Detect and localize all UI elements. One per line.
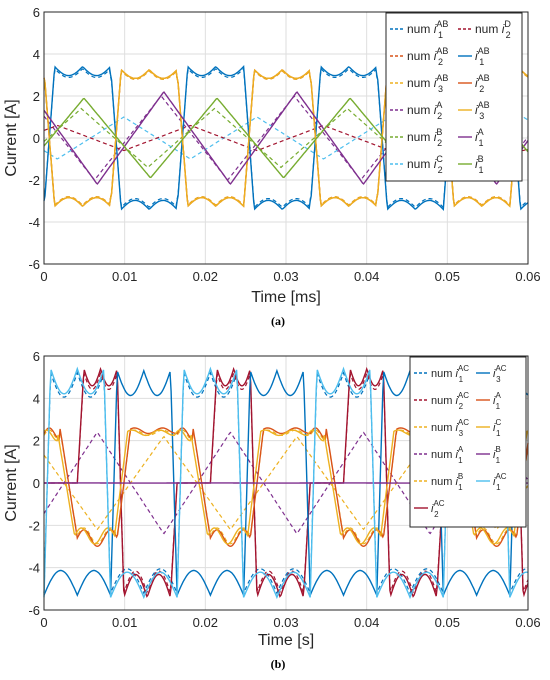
legend-item: iAC 3 xyxy=(476,364,507,384)
legend-item: num iB 2 xyxy=(390,127,442,148)
legend-item: iB 1 xyxy=(458,154,484,175)
legend-item: iA 1 xyxy=(458,127,484,148)
y-tick-label: 0 xyxy=(33,476,40,491)
legend-label: iAC 1 xyxy=(493,472,507,492)
legend: num iAB 1 num iAB 2 num iAB 3 num iA 2 num iB 2 nu… xyxy=(385,12,523,182)
series-line xyxy=(43,69,529,207)
legend-label: iA 1 xyxy=(475,127,484,148)
x-tick-label: 0.04 xyxy=(354,615,379,630)
y-tick-label: -2 xyxy=(28,518,40,533)
legend-label: num iAC 1 xyxy=(431,364,469,384)
y-tick-label: -4 xyxy=(28,561,40,576)
x-tick-label: 0 xyxy=(40,615,47,630)
legend-label: iAB 1 xyxy=(475,46,490,67)
legend-item: iAB 2 xyxy=(458,73,490,94)
legend-label: iAC 3 xyxy=(493,364,507,384)
legend-label: iAB 3 xyxy=(475,100,490,121)
legend-item: num iAC 2 xyxy=(414,391,469,411)
legend-item: num iAC 1 xyxy=(414,364,469,384)
y-tick-label: -6 xyxy=(28,257,40,272)
legend-label: num iD 2 xyxy=(475,19,511,40)
x-tick-label: 0.05 xyxy=(435,615,460,630)
legend-box xyxy=(409,356,527,528)
legend-label: num iAB 3 xyxy=(407,73,448,94)
legend-label: num iAB 1 xyxy=(407,19,448,40)
legend-item: iA 1 xyxy=(476,391,501,411)
y-tick-label: -4 xyxy=(28,215,40,230)
chart-panel-a: 0 0.01 0.02 0.03 0.04 0.05 0.06 -6 -4 -2 0 2 4 6 Time … xyxy=(3,5,541,328)
legend-label: iB 1 xyxy=(475,154,484,175)
legend-item: iAC 1 xyxy=(476,472,507,492)
y-tick-label: 6 xyxy=(33,349,40,364)
legend-item: num iAB 3 xyxy=(390,73,448,94)
series-line xyxy=(43,368,529,598)
legend-box xyxy=(385,12,523,182)
x-tick-label: 0.04 xyxy=(354,269,379,284)
legend-item: num iD 2 xyxy=(458,19,511,40)
x-tick-label: 0.06 xyxy=(515,269,540,284)
y-axis-label: Current [A] xyxy=(3,444,20,521)
legend-item: num iA 2 xyxy=(390,100,442,121)
legend-item: iAB 1 xyxy=(458,46,490,67)
legend-label: num iC 2 xyxy=(407,154,443,175)
y-tick-label: -2 xyxy=(28,173,40,188)
series-line xyxy=(43,124,529,152)
legend-item: num iB 1 xyxy=(414,472,463,492)
x-tick-label: 0.03 xyxy=(273,269,298,284)
series-line xyxy=(44,371,529,594)
legend-label: num iAC 2 xyxy=(431,391,469,411)
legend-label: iA 1 xyxy=(493,391,501,411)
axes-frame xyxy=(43,11,529,265)
legend-item: iC 1 xyxy=(476,418,501,438)
legend-item: iB 1 xyxy=(476,445,501,465)
x-axis-label: Time [ms] xyxy=(251,289,321,306)
y-tick-label: 6 xyxy=(33,5,40,20)
legend-item: num iAC 3 xyxy=(414,418,469,438)
legend-label: num iA 2 xyxy=(407,100,442,121)
x-axis-label: Time [s] xyxy=(258,632,314,649)
y-tick-label: 2 xyxy=(33,89,40,104)
legend: num iAC 1 num iAC 2 num iAC 3 num iA 1 num iB 1 iA… xyxy=(409,356,527,528)
legend-item: num iAB 2 xyxy=(390,46,448,67)
x-tick-label: 0.06 xyxy=(515,615,540,630)
legend-item: num iA 1 xyxy=(414,445,464,465)
legend-label: iC 1 xyxy=(493,418,501,438)
legend-label: num iB 2 xyxy=(407,127,442,148)
y-tick-label: -6 xyxy=(28,603,40,618)
legend-item: num iC 2 xyxy=(390,154,443,175)
series-line xyxy=(43,371,529,595)
legend-label: iAC 2 xyxy=(431,499,445,519)
y-axis-label: Current [A] xyxy=(3,99,20,176)
series-line xyxy=(43,435,529,531)
chart-panel-b: 0 0.01 0.02 0.03 0.04 0.05 0.06 -6 -4 -2 0 2 4 6 Time … xyxy=(3,349,541,671)
x-tick-label: 0.02 xyxy=(193,269,218,284)
panel-caption: (b) xyxy=(271,657,286,671)
legend-label: iB 1 xyxy=(493,445,501,465)
x-tick-label: 0 xyxy=(40,269,47,284)
panel-caption: (a) xyxy=(271,314,285,328)
legend-label: num iB 1 xyxy=(431,472,463,492)
x-tick-label: 0.01 xyxy=(112,269,137,284)
y-tick-label: 4 xyxy=(33,391,40,406)
x-tick-label: 0.02 xyxy=(193,615,218,630)
legend-label: num iAB 2 xyxy=(407,46,448,67)
legend-item: num iAB 1 xyxy=(390,19,448,40)
legend-item: iAC 2 xyxy=(414,499,445,519)
legend-item: iAB 3 xyxy=(458,100,490,121)
x-tick-label: 0.01 xyxy=(112,615,137,630)
y-tick-label: 4 xyxy=(33,47,40,62)
x-tick-label: 0.03 xyxy=(273,615,298,630)
x-tick-label: 0.05 xyxy=(435,269,460,284)
y-tick-label: 0 xyxy=(33,131,40,146)
legend-label: num iA 1 xyxy=(431,445,464,465)
y-tick-label: 2 xyxy=(33,434,40,449)
axes-frame xyxy=(43,355,529,611)
legend-label: iAB 2 xyxy=(475,73,490,94)
legend-label: num iAC 3 xyxy=(431,418,469,438)
